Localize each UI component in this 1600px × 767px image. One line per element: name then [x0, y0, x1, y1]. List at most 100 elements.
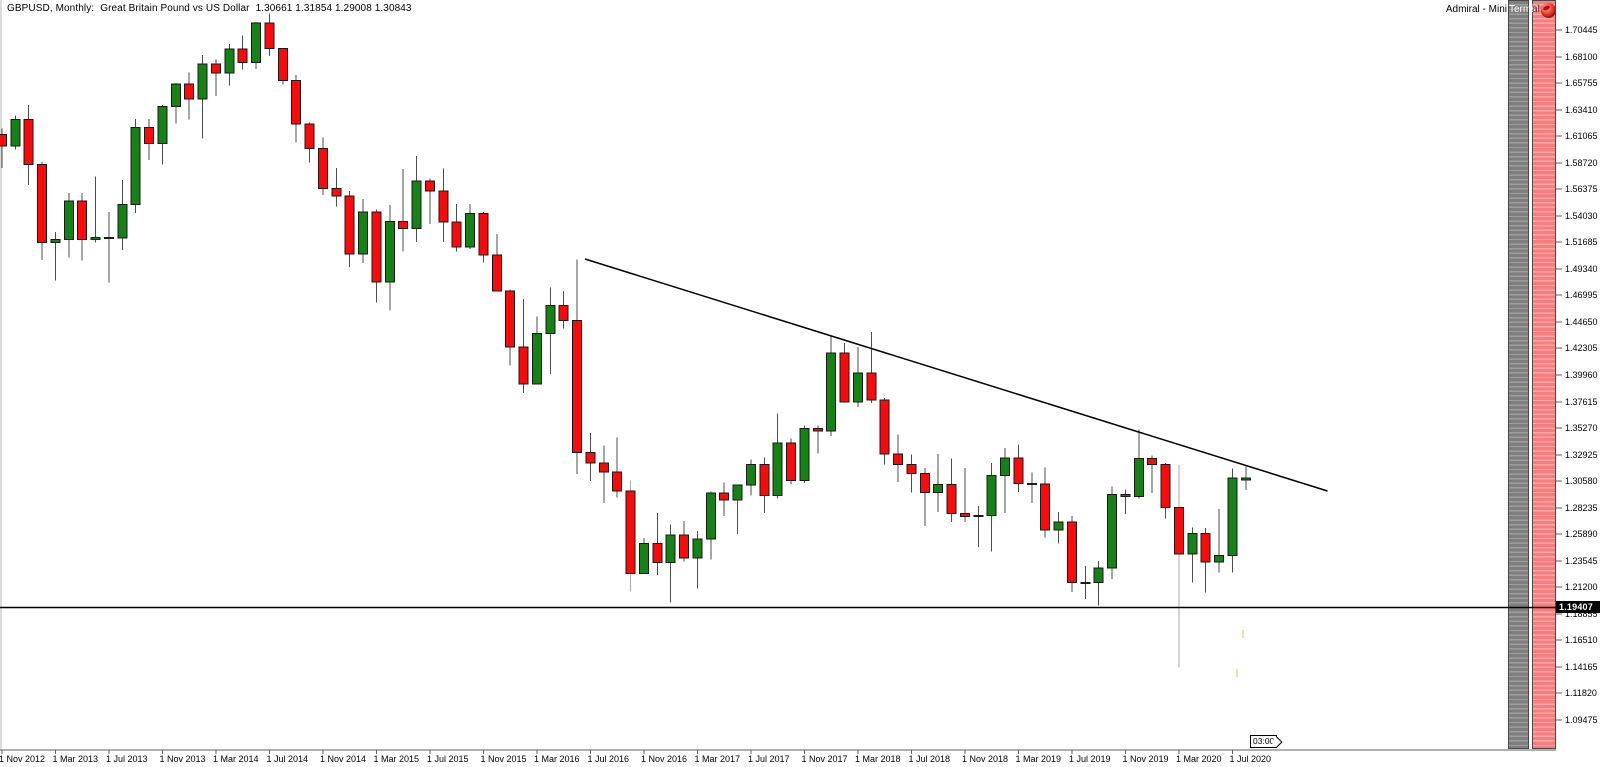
candle-body: [893, 453, 903, 465]
price-tick-label: 1.30580: [1565, 476, 1598, 486]
candle-body: [77, 200, 87, 240]
candle-body: [1053, 521, 1064, 531]
candle-body: [1040, 483, 1050, 531]
price-tick-label: 1.49340: [1565, 264, 1598, 274]
date-tick-label: 1 Jul 2016: [587, 754, 630, 764]
candle-body: [1200, 533, 1211, 563]
price-tick-label: 1.65755: [1565, 78, 1598, 88]
price-tick-label: 1.61065: [1565, 131, 1598, 141]
candle-body: [478, 213, 489, 256]
mini-terminal-gray-bar[interactable]: [1508, 0, 1529, 749]
candle-body: [197, 63, 208, 100]
candle-body: [906, 464, 917, 474]
candle-body: [171, 83, 181, 107]
candle-body: [37, 164, 47, 243]
candle-body: [799, 428, 810, 481]
date-tick-label: 1 Mar 2017: [694, 754, 741, 764]
candle-body: [625, 490, 636, 574]
admiral-mini-terminal-label: Admiral - Mini: [1445, 4, 1507, 15]
artifact-mark: [1236, 669, 1238, 677]
candle-body: [732, 484, 743, 501]
candle-body: [451, 221, 462, 248]
candle-body: [1000, 457, 1010, 476]
price-tick-label: 1.11820: [1565, 688, 1597, 698]
candle-body: [237, 48, 248, 63]
candle-body: [344, 195, 355, 255]
candle-body: [385, 221, 395, 283]
date-tick-label: 1 Nov 2015: [480, 754, 527, 764]
candle-body: [184, 83, 194, 100]
price-tick-label: 1.35270: [1565, 423, 1598, 433]
candle-body: [1214, 555, 1224, 563]
candle-body: [1160, 464, 1171, 508]
candle-body: [960, 513, 970, 517]
candle-body: [692, 538, 703, 559]
price-tick-label: 1.42305: [1565, 343, 1598, 353]
candle-body: [144, 127, 154, 144]
candle-body: [786, 442, 796, 481]
price-tick-label: 1.28235: [1565, 503, 1598, 513]
current-price-label: 1.19407: [1556, 601, 1600, 613]
date-tick-label: 1 Nov 2012: [0, 754, 46, 764]
admiral-mini-terminal-label-on-pink: al: [1532, 4, 1540, 15]
candle-body: [1241, 477, 1251, 481]
date-tick-label: 1 Mar 2016: [534, 754, 580, 764]
candle-body: [558, 305, 569, 321]
candle-body: [438, 190, 449, 223]
candle-body: [1013, 457, 1024, 484]
time-marker-box: 03:00: [1250, 735, 1278, 748]
candle-body: [1187, 533, 1198, 555]
candle-body: [1227, 477, 1238, 556]
price-tick-label: 1.18855: [1565, 609, 1598, 619]
price-tick-label: 1.39960: [1565, 370, 1598, 380]
candle-body: [1107, 494, 1117, 569]
candle-body: [826, 352, 836, 432]
date-tick-label: 1 Jul 2017: [748, 754, 790, 764]
price-tick-label: 1.68100: [1565, 52, 1598, 62]
candle-body: [492, 254, 502, 292]
price-tick-label: 1.32925: [1565, 450, 1598, 460]
date-tick-label: 1 Jul 2020: [1229, 754, 1272, 764]
chart-title: GBPUSD, Monthly: Great Britain Pound vs U…: [7, 3, 418, 14]
candle-body: [157, 106, 168, 144]
candle-body: [1134, 458, 1144, 497]
date-tick-label: 1 Jul 2014: [266, 754, 309, 764]
candle-body: [1093, 567, 1104, 583]
price-tick-label: 1.44650: [1565, 317, 1598, 327]
candle-body: [639, 543, 649, 574]
candle-body: [1027, 483, 1037, 485]
candle-body: [1147, 458, 1157, 465]
date-tick-label: 1 Nov 2017: [801, 754, 848, 764]
candle-body: [933, 484, 943, 493]
candle-body: [665, 534, 676, 563]
candle-body: [572, 320, 582, 453]
price-tick-label: 1.23545: [1565, 556, 1598, 566]
candle-body: [813, 428, 823, 432]
admiral-red-ball-icon[interactable]: [1541, 3, 1556, 18]
mini-terminal-pink-bar[interactable]: [1532, 0, 1556, 749]
candle-body: [585, 452, 596, 464]
candle-body: [505, 290, 515, 348]
date-tick-label: 1 Nov 2014: [320, 754, 367, 764]
descending-trendline[interactable]: [584, 258, 1328, 492]
candle-body: [104, 237, 114, 239]
candle-body: [398, 221, 408, 229]
candle-body: [1067, 521, 1077, 583]
candle-body: [679, 534, 689, 559]
candle-body: [1080, 582, 1091, 584]
candle-body: [465, 213, 475, 248]
date-tick-label: 1 Mar 2014: [213, 754, 259, 764]
candle-body: [411, 180, 422, 229]
candle-body: [545, 305, 556, 334]
candle-body: [130, 127, 141, 205]
price-tick-label: 1.16510: [1565, 635, 1598, 645]
candle-body: [371, 211, 382, 283]
candle-body: [719, 492, 729, 501]
price-tick-label: 1.46995: [1565, 290, 1598, 300]
candle-body: [759, 464, 770, 496]
artifact-mark: [1242, 630, 1244, 638]
price-tick-label: 1.21200: [1565, 582, 1598, 592]
candle-body: [946, 484, 957, 514]
